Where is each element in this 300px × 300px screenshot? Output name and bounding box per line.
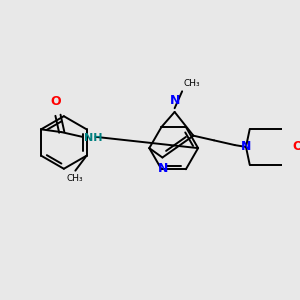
Text: O: O: [51, 95, 62, 108]
Text: CH₃: CH₃: [183, 79, 200, 88]
Text: N: N: [169, 94, 180, 107]
Text: NH: NH: [84, 133, 103, 143]
Text: N: N: [241, 140, 251, 153]
Text: N: N: [158, 162, 169, 175]
Text: CH₃: CH₃: [66, 174, 83, 183]
Text: O: O: [292, 140, 300, 153]
